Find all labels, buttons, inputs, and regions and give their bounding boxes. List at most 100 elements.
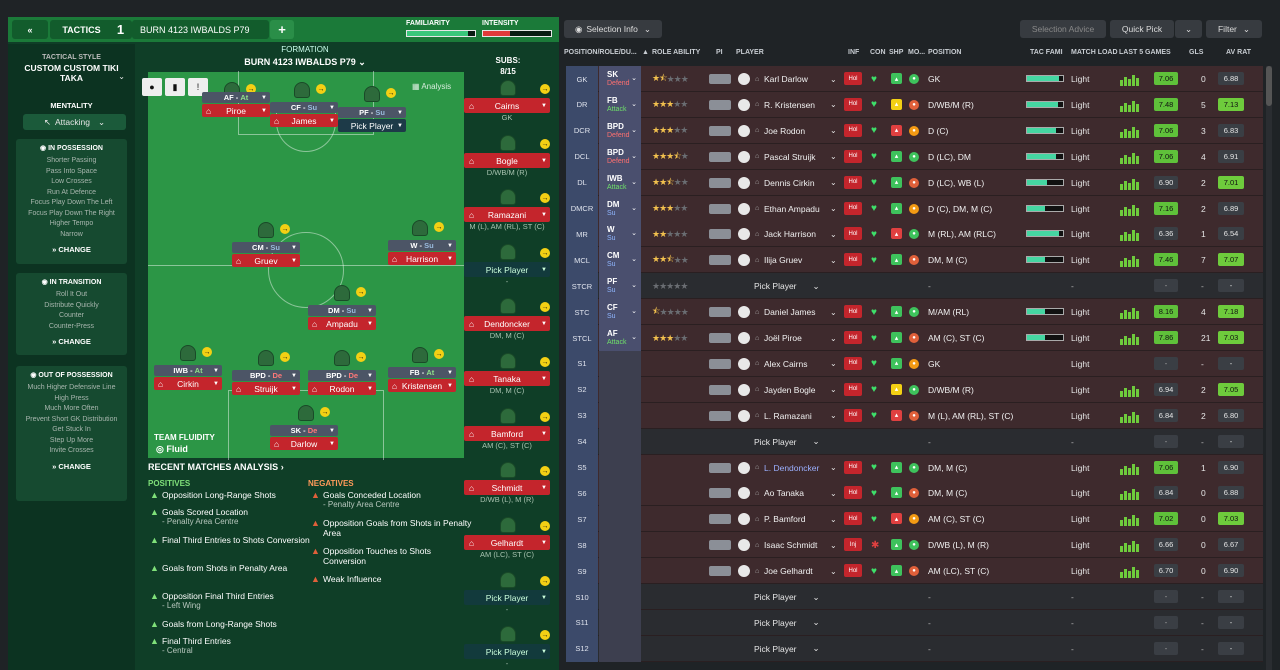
instructions-icon[interactable]: → (316, 84, 326, 94)
table-row[interactable]: S9 ⌂ Joe Gelhardt ⌄ Hol ♥ ▴ ● AM (LC), ST (C) Lig… (566, 558, 1263, 585)
instructions-icon[interactable]: → (540, 630, 550, 640)
sub-select[interactable]: Pick Player ▼ (464, 644, 550, 659)
player-instructions-icon[interactable] (709, 125, 731, 136)
chevron-down-icon[interactable]: ⌄ (830, 566, 837, 576)
sub-player[interactable]: ⌂ Dendoncker ▼ DM, M (C) (464, 316, 550, 341)
role-select[interactable]: DM Su ⌄ (599, 195, 641, 222)
chevron-down-icon[interactable]: ⌄ (830, 255, 837, 265)
sub-select[interactable]: ⌂ Bogle ▼ (464, 153, 550, 168)
sub-player[interactable]: Pick Player ▼ - (464, 262, 550, 287)
instructions-icon[interactable]: → (202, 347, 212, 357)
pitch-player[interactable]: CM - Su ▼ ⌂ Gruev ▼ (232, 242, 300, 267)
tactics-tab[interactable]: TACTICS (50, 20, 113, 39)
back-button[interactable]: « (12, 20, 48, 39)
player-select[interactable]: Pick Player ▼ (338, 119, 406, 132)
role-duty-select[interactable]: CM - Su ▼ (232, 242, 300, 253)
quick-pick-button[interactable]: Quick Pick (1110, 20, 1174, 38)
tactic-slot[interactable]: 1 (109, 20, 132, 39)
role-duty-select[interactable]: SK - De ▼ (270, 425, 338, 436)
player-instructions-icon[interactable] (709, 358, 731, 369)
player-select[interactable]: ⌂ Kristensen ▼ (388, 379, 456, 392)
role-duty-select[interactable]: FB - At ▼ (388, 367, 456, 378)
player-name[interactable]: Karl Darlow (764, 74, 808, 84)
positives-item[interactable]: ▲ Opposition Final Third Entries - Left Wi… (150, 591, 274, 610)
role-duty-select[interactable]: BPD - De ▼ (232, 370, 300, 381)
positives-item[interactable]: ▲ Opposition Long-Range Shots (150, 490, 276, 500)
role-duty-select[interactable]: AF - At ▼ (202, 92, 270, 103)
player-instructions-icon[interactable] (709, 384, 731, 395)
negatives-item[interactable]: ▲ Weak Influence (311, 574, 382, 584)
col-inf[interactable]: INF (848, 49, 860, 56)
player-name[interactable]: Ilija Gruev (764, 255, 803, 266)
recent-matches-analysis-link[interactable]: RECENT MATCHES ANALYSIS › (148, 462, 284, 472)
player-select[interactable]: ⌂ Harrison ▼ (388, 252, 456, 265)
instructions-icon[interactable]: → (540, 139, 550, 149)
table-row[interactable]: STCL AF Attack ⌄ ★★★ ★ ★ ⌂ Joël Piroe ⌄ Hol ♥ ▴ ● AM (… (566, 325, 1263, 351)
pick-player-select[interactable]: Pick Player ⌄ (754, 436, 820, 447)
pitch-player[interactable]: SK - De ▼ ⌂ Darlow ▼ (270, 425, 338, 450)
pitch-player[interactable]: IWB - At ▼ ⌂ Cirkin ▼ (154, 365, 222, 390)
sub-player[interactable]: ⌂ Tanaka ▼ DM, M (C) (464, 371, 550, 396)
table-row[interactable]: MCL CM Su ⌄ ★★⯪ ★ ★ ⌂ Ilija Gruev ⌄ Hol ♥ ▴ ● DM, M (C… (566, 247, 1263, 274)
instructions-icon[interactable]: → (320, 407, 330, 417)
instructions-icon[interactable]: → (434, 222, 444, 232)
out-of-possession-change-button[interactable]: » CHANGE (52, 461, 91, 471)
table-row[interactable]: S3 ⌂ L. Ramazani ⌄ Hol ♥ ▴ ● M (L), AM (RL), ST … (566, 402, 1263, 429)
col-position-role[interactable]: POSITION/ROLE/DU... (564, 49, 637, 56)
player-select[interactable]: ⌂ Piroe ▼ (202, 104, 270, 117)
chevron-down-icon[interactable]: ⌄ (830, 74, 837, 84)
player-name[interactable]: Ao Tanaka (764, 488, 805, 499)
chevron-down-icon[interactable]: ⌄ (830, 385, 837, 395)
pitch-player[interactable]: AF - At ▼ ⌂ Piroe ▼ (202, 92, 270, 117)
pick-player-select[interactable]: Pick Player ⌄ (754, 617, 820, 628)
positives-item[interactable]: ▲ Final Third Entries - Central (150, 636, 231, 655)
filter-button[interactable]: Filter ⌄ (1206, 20, 1262, 38)
instructions-icon[interactable]: → (356, 287, 366, 297)
instructions-icon[interactable]: → (540, 412, 550, 422)
chevron-down-icon[interactable]: ⌄ (118, 72, 125, 81)
table-row[interactable]: S2 ⌂ Jayden Bogle ⌄ Hol ♥ ▴ ● D/WB/M (R) Light 6.9… (566, 376, 1263, 403)
sub-player[interactable]: Pick Player ▼ - (464, 644, 550, 669)
chevron-down-icon[interactable]: ⌄ (830, 411, 837, 421)
player-instructions-icon[interactable] (709, 514, 731, 525)
positives-item[interactable]: ▲ Final Third Entries to Shots Conversion (150, 535, 310, 545)
role-select[interactable]: FB Attack ⌄ (599, 91, 641, 118)
negatives-item[interactable]: ▲ Opposition Touches to Shots Conversion (311, 546, 432, 566)
chevron-down-icon[interactable]: ⌄ (830, 100, 837, 110)
pick-player-select[interactable]: Pick Player ⌄ (754, 643, 820, 654)
player-instructions-icon[interactable] (709, 488, 731, 499)
chevron-down-icon[interactable]: ⌄ (830, 488, 837, 498)
sub-select[interactable]: Pick Player ▼ (464, 590, 550, 605)
col-player[interactable]: PLAYER (736, 49, 764, 56)
player-instructions-icon[interactable] (709, 229, 731, 240)
role-select[interactable]: IWB Attack ⌄ (599, 169, 641, 196)
instructions-icon[interactable]: → (280, 352, 290, 362)
player-name[interactable]: Jack Harrison (764, 229, 816, 240)
player-instructions-icon[interactable] (709, 203, 731, 214)
player-select[interactable]: ⌂ Struijk ▼ (232, 382, 300, 395)
analysis-button[interactable]: ▦ Analysis (412, 82, 452, 91)
role-select[interactable]: CF Su ⌄ (599, 299, 641, 326)
player-instructions-icon[interactable] (709, 177, 731, 188)
pitch-player[interactable]: DM - Su ▼ ⌂ Ampadu ▼ (308, 305, 376, 330)
role-duty-select[interactable]: PF - Su ▼ (338, 107, 406, 118)
instructions-icon[interactable]: → (540, 357, 550, 367)
col-match-load[interactable]: MATCH LOAD (1071, 49, 1118, 56)
chevron-down-icon[interactable]: ⌄ (830, 514, 837, 524)
col-position[interactable]: POSITION (928, 49, 962, 56)
player-select[interactable]: ⌂ Rodon ▼ (308, 382, 376, 395)
role-duty-select[interactable]: BPD - De ▼ (308, 370, 376, 381)
selection-info-button[interactable]: ◉ Selection Info ⌄ (564, 20, 662, 38)
player-name[interactable]: P. Bamford (764, 514, 806, 525)
sort-icon[interactable]: ▲ (642, 49, 649, 56)
instructions-icon[interactable]: → (540, 466, 550, 476)
table-row[interactable]: S10 Pick Player ⌄ - - - - - (566, 584, 1263, 610)
col-con[interactable]: CON (870, 49, 886, 56)
player-instructions-icon[interactable] (709, 566, 731, 577)
role-duty-select[interactable]: CF - Su ▼ (270, 102, 338, 113)
tactic-name-tab[interactable]: BURN 4123 IWBALDS P79 (132, 20, 269, 39)
instructions-icon[interactable]: → (434, 349, 444, 359)
role-select[interactable]: PF Su ⌄ (599, 273, 641, 300)
instructions-icon[interactable]: → (540, 521, 550, 531)
instructions-icon[interactable]: → (386, 88, 396, 98)
